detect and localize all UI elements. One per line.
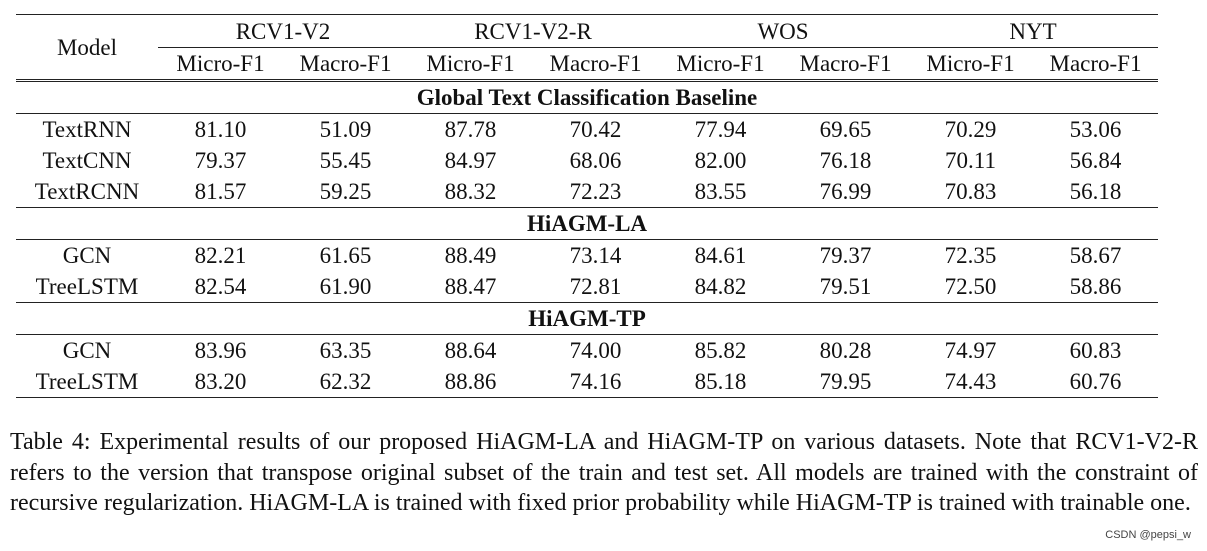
table-row: TextRNN 81.10 51.09 87.78 70.42 77.94 69.65 70.… (16, 113, 1158, 146)
score-cell: 79.37 (819, 243, 872, 268)
model-name-cell: GCN (62, 243, 112, 268)
score-cell: 88.32 (444, 179, 497, 204)
score-cell: 59.25 (319, 179, 372, 204)
score-cell: 74.00 (569, 338, 622, 363)
score-cell: 82.00 (694, 148, 747, 173)
score-cell: 63.35 (319, 338, 372, 363)
section-title: HiAGM-LA (526, 211, 648, 236)
score-cell: 83.55 (694, 179, 747, 204)
score-cell: 76.18 (819, 148, 872, 173)
score-cell: 60.83 (1069, 338, 1122, 363)
table-row: TextCNN 79.37 55.45 84.97 68.06 82.00 76.18 70.… (16, 145, 1158, 176)
score-cell: 83.20 (194, 369, 247, 394)
score-cell: 53.06 (1069, 117, 1122, 142)
results-table: Model RCV1-V2 RCV1-V2-R WOS NYT Micro-F1… (16, 14, 1158, 398)
section-title: Global Text Classification Baseline (416, 85, 758, 110)
table-row: TreeLSTM 83.20 62.32 88.86 74.16 85.18 79.95 74… (16, 366, 1158, 398)
score-cell: 79.51 (819, 274, 872, 299)
score-cell: 85.82 (694, 338, 747, 363)
metric-header: Micro-F1 (426, 51, 515, 76)
model-name-cell: TreeLSTM (35, 274, 139, 299)
score-cell: 58.86 (1069, 274, 1122, 299)
score-cell: 61.65 (319, 243, 372, 268)
metric-header: Macro-F1 (799, 51, 892, 76)
section-header-row: HiAGM-LA (16, 207, 1158, 240)
section-header-row: HiAGM-TP (16, 302, 1158, 335)
score-cell: 88.64 (444, 338, 497, 363)
table-caption: Table 4: Experimental results of our pro… (10, 429, 1198, 516)
model-column-header: Model (56, 34, 118, 60)
model-name-cell: TextRNN (42, 117, 132, 142)
score-cell: 84.61 (694, 243, 747, 268)
score-cell: 72.23 (569, 179, 622, 204)
score-cell: 74.97 (944, 338, 997, 363)
score-cell: 58.67 (1069, 243, 1122, 268)
score-cell: 68.06 (569, 148, 622, 173)
score-cell: 74.16 (569, 369, 622, 394)
score-cell: 70.11 (945, 148, 996, 173)
metric-header: Micro-F1 (176, 51, 265, 76)
dataset-header: NYT (908, 14, 1158, 48)
model-name-cell: GCN (62, 338, 112, 363)
score-cell: 88.86 (444, 369, 497, 394)
score-cell: 82.54 (194, 274, 247, 299)
score-cell: 80.28 (819, 338, 872, 363)
metric-header: Micro-F1 (676, 51, 765, 76)
score-cell: 55.45 (319, 148, 372, 173)
score-cell: 60.76 (1069, 369, 1122, 394)
score-cell: 70.42 (569, 117, 622, 142)
score-cell: 76.99 (819, 179, 872, 204)
score-cell: 87.78 (444, 117, 497, 142)
score-cell: 72.50 (944, 274, 997, 299)
section-title: HiAGM-TP (528, 306, 646, 331)
section-header-row: Global Text Classification Baseline (16, 80, 1158, 114)
dataset-header: RCV1-V2 (158, 14, 408, 48)
score-cell: 70.29 (944, 117, 997, 142)
model-name-cell: TextCNN (42, 148, 132, 173)
dataset-header: RCV1-V2-R (408, 14, 658, 48)
score-cell: 61.90 (319, 274, 372, 299)
score-cell: 84.97 (444, 148, 497, 173)
table-row: TreeLSTM 82.54 61.90 88.47 72.81 84.82 79.51 72… (16, 271, 1158, 303)
score-cell: 72.81 (569, 274, 622, 299)
table-row: GCN 83.96 63.35 88.64 74.00 85.82 80.28 74.97 60… (16, 334, 1158, 367)
score-cell: 84.82 (694, 274, 747, 299)
score-cell: 56.18 (1069, 179, 1122, 204)
score-cell: 81.57 (194, 179, 247, 204)
score-cell: 79.95 (819, 369, 872, 394)
score-cell: 88.49 (444, 243, 497, 268)
metric-header: Macro-F1 (299, 51, 392, 76)
score-cell: 74.43 (944, 369, 997, 394)
table-row: TextRCNN 81.57 59.25 88.32 72.23 83.55 76.99 70… (16, 176, 1158, 208)
dataset-header: WOS (658, 14, 908, 48)
metric-header: Micro-F1 (926, 51, 1015, 76)
model-name-cell: TextRCNN (34, 179, 140, 204)
score-cell: 62.32 (319, 369, 372, 394)
metric-header: Macro-F1 (549, 51, 642, 76)
score-cell: 72.35 (944, 243, 997, 268)
score-cell: 70.83 (944, 179, 997, 204)
score-cell: 77.94 (694, 117, 747, 142)
score-cell: 88.47 (444, 274, 497, 299)
score-cell: 82.21 (194, 243, 247, 268)
score-cell: 73.14 (569, 243, 622, 268)
score-cell: 85.18 (694, 369, 747, 394)
score-cell: 81.10 (194, 117, 247, 142)
score-cell: 69.65 (819, 117, 872, 142)
score-cell: 83.96 (194, 338, 247, 363)
model-name-cell: TreeLSTM (35, 369, 139, 394)
score-cell: 79.37 (194, 148, 247, 173)
score-cell: 51.09 (319, 117, 372, 142)
table-row: GCN 82.21 61.65 88.49 73.14 84.61 79.37 72.35 58… (16, 239, 1158, 272)
metric-header: Macro-F1 (1049, 51, 1142, 76)
score-cell: 56.84 (1069, 148, 1122, 173)
watermark: CSDN @pepsi_w (1105, 529, 1191, 541)
